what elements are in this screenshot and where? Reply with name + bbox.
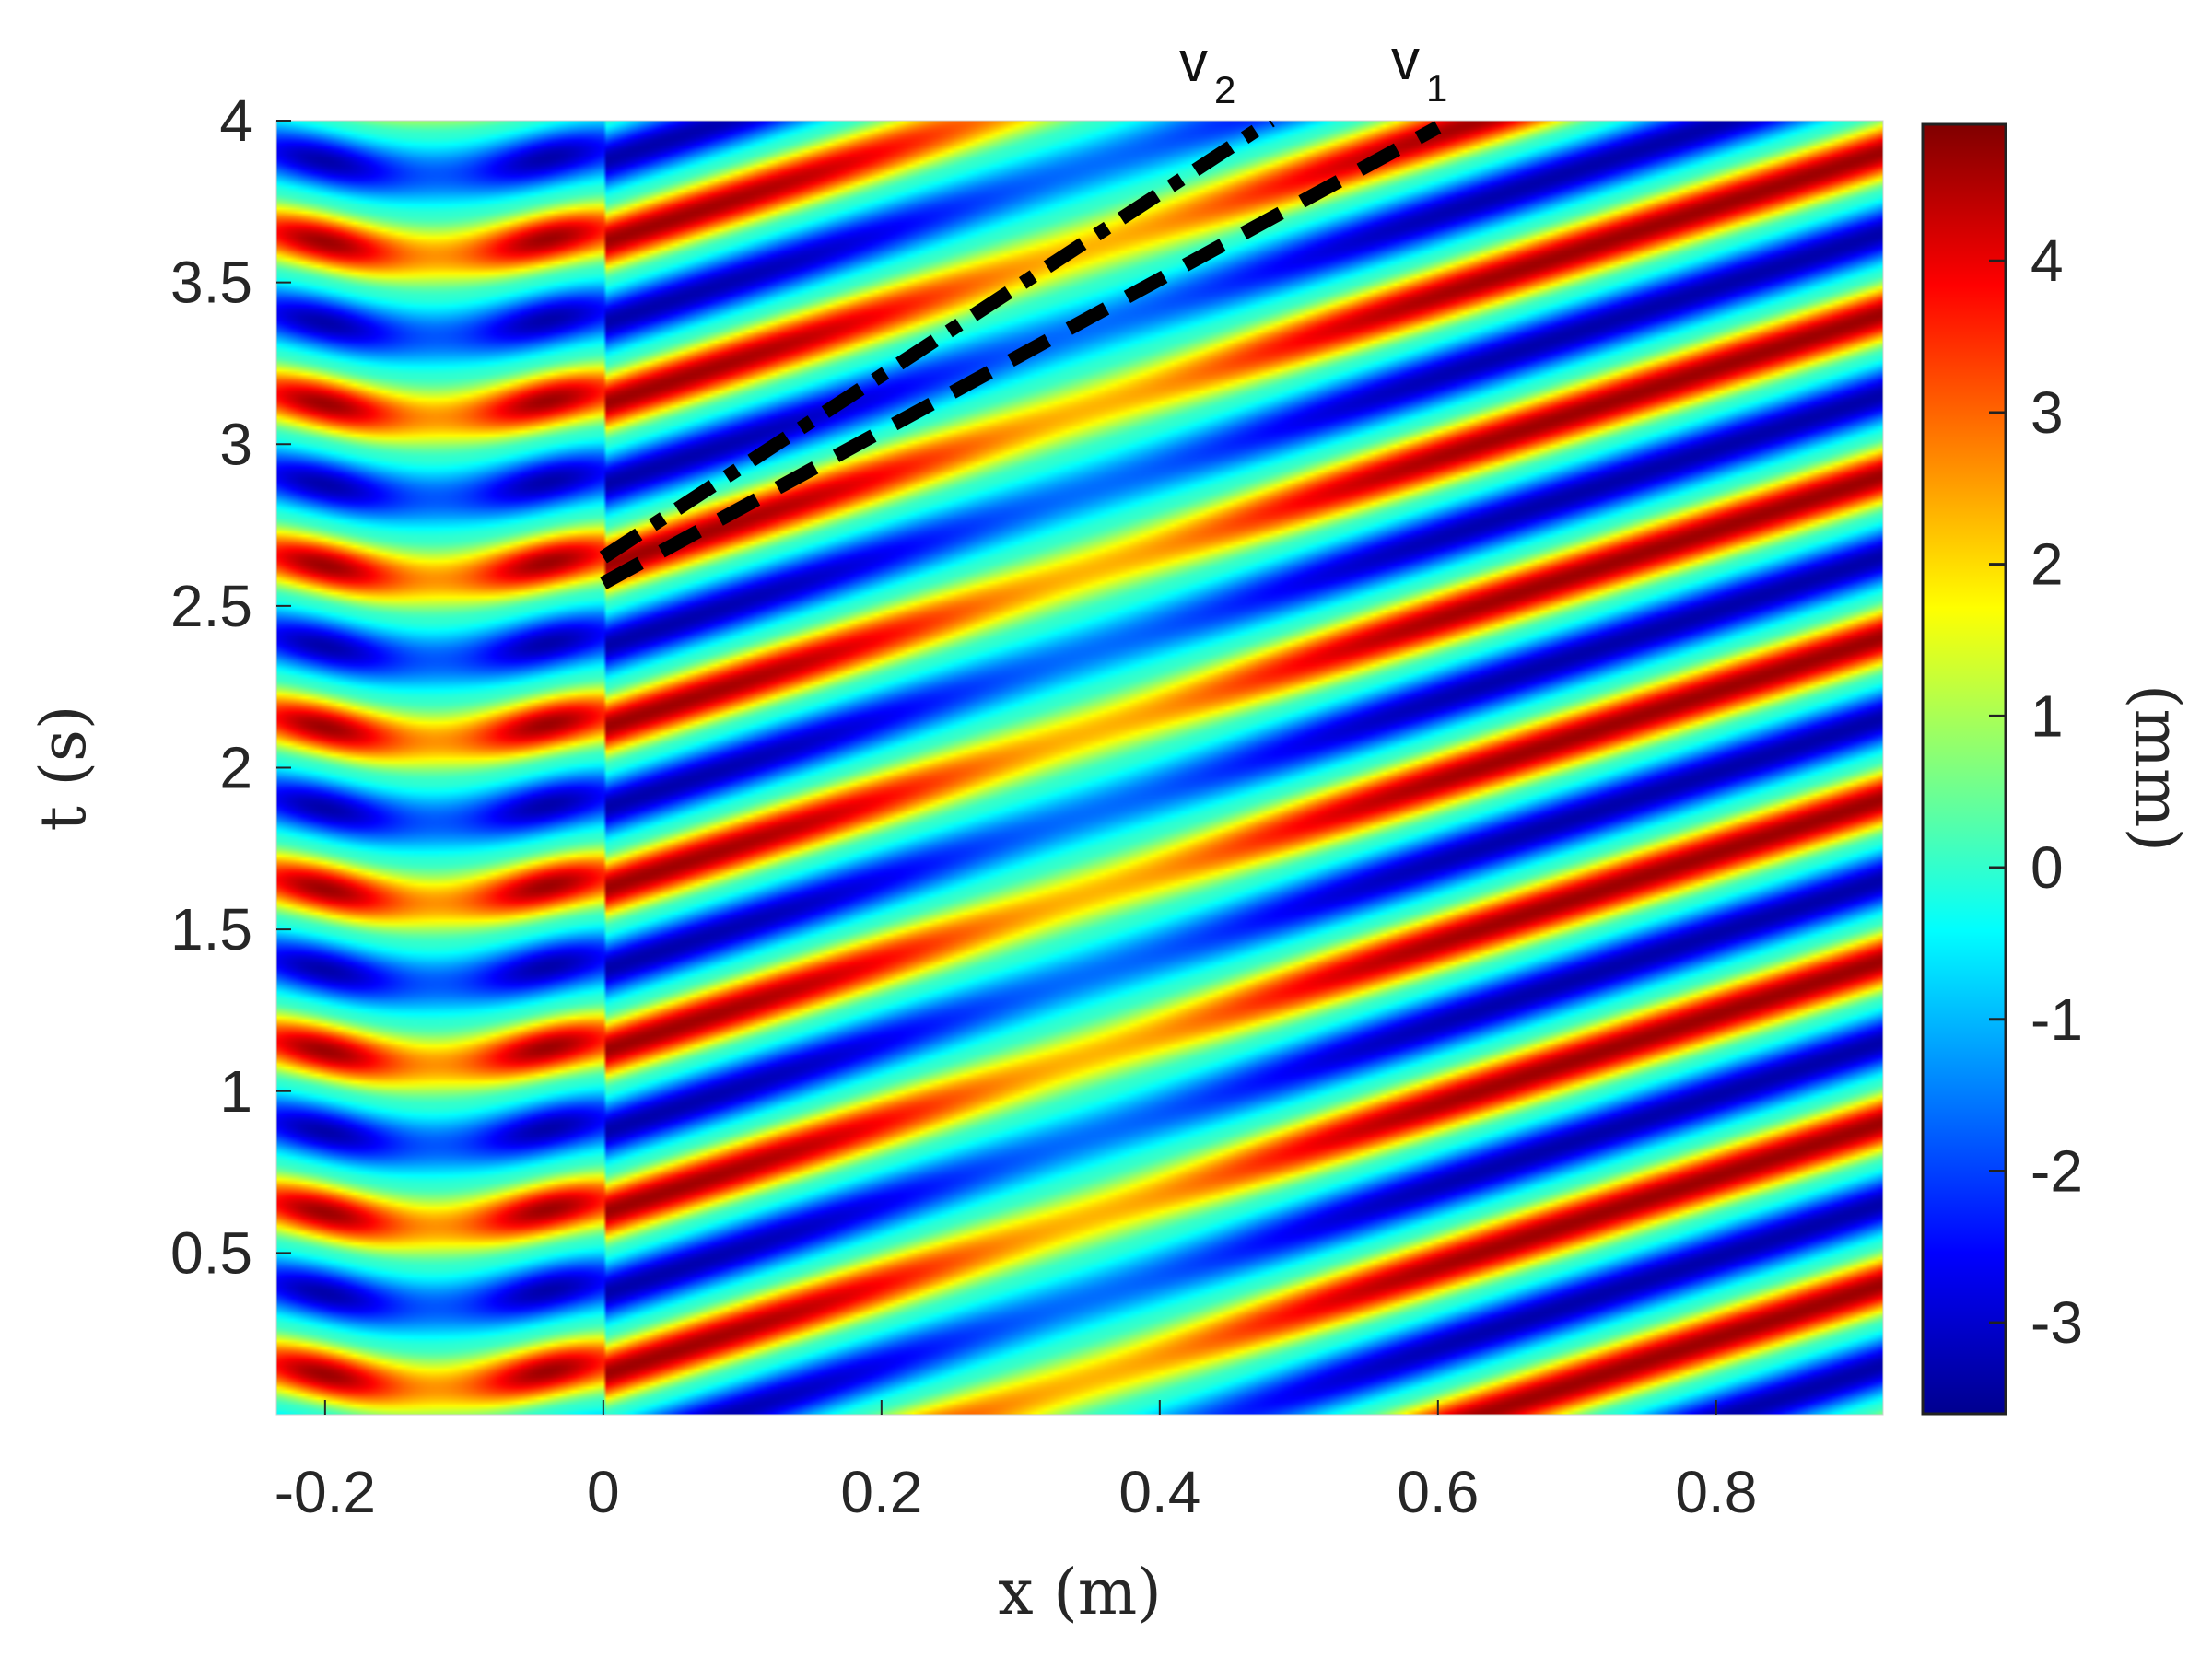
x-tick-label: -0.2: [275, 1459, 376, 1525]
y-tick-label: 2.5: [170, 573, 252, 639]
heatmap-plot-area: [275, 120, 1884, 1416]
heatmap-image: [276, 121, 1883, 1415]
colorbar-tick-label: 1: [2031, 682, 2064, 749]
velocity-annotations: [599, 121, 1442, 589]
colorbar-tick-label: 0: [2031, 834, 2064, 901]
y-tick-label: 1: [219, 1058, 252, 1125]
x-axis-label: x (m): [998, 1557, 1162, 1629]
x-tick-label: 0.2: [840, 1459, 922, 1525]
y-tick-label: 2: [219, 735, 252, 801]
y-tick-label: 4: [219, 87, 252, 154]
v2-subscript: 2: [1214, 68, 1235, 111]
x-tick-label: 0.6: [1397, 1459, 1479, 1525]
colorbar-tick-label: -1: [2031, 986, 2083, 1053]
y-tick-label: 0.5: [170, 1219, 252, 1286]
colorbar-tick-label: -2: [2031, 1137, 2083, 1204]
annotation-label-v2: v 2: [1179, 30, 1235, 111]
v1-subscript: 1: [1426, 66, 1447, 110]
colorbar-label: (mm): [2120, 684, 2193, 852]
x-tick-label: 0.8: [1675, 1459, 1757, 1525]
colorbar-tick-label: 4: [2031, 227, 2064, 294]
colorbar-tick-label: 3: [2031, 379, 2064, 446]
colorbar-ticks: -3 -2 -1 0 1 2 3 4: [1989, 227, 2083, 1356]
annotation-line-v1: [600, 121, 1442, 589]
colorbar-bar: [1921, 122, 2007, 1416]
annotation-label-v1: v 1: [1391, 29, 1447, 110]
colorbar-tick-label: -3: [2031, 1289, 2083, 1356]
y-tick-label: 3.5: [170, 250, 252, 316]
x-tick-label: 0.4: [1118, 1459, 1200, 1525]
x-axis-ticks: -0.2 0 0.2 0.4 0.6 0.8: [275, 1400, 1757, 1525]
v2-letter: v: [1179, 30, 1208, 94]
y-axis-ticks: 0.5 1 1.5 2 2.5 3 3.5 4: [170, 87, 291, 1286]
colorbar: -3 -2 -1 0 1 2 3 4 (mm): [1921, 122, 2193, 1416]
x-tick-label: 0: [587, 1459, 620, 1525]
colorbar-tick-label: 2: [2031, 531, 2064, 598]
y-tick-label: 3: [219, 411, 252, 477]
y-axis-label: t (s): [28, 706, 100, 832]
y-tick-label: 1.5: [170, 896, 252, 962]
v1-letter: v: [1391, 29, 1420, 92]
